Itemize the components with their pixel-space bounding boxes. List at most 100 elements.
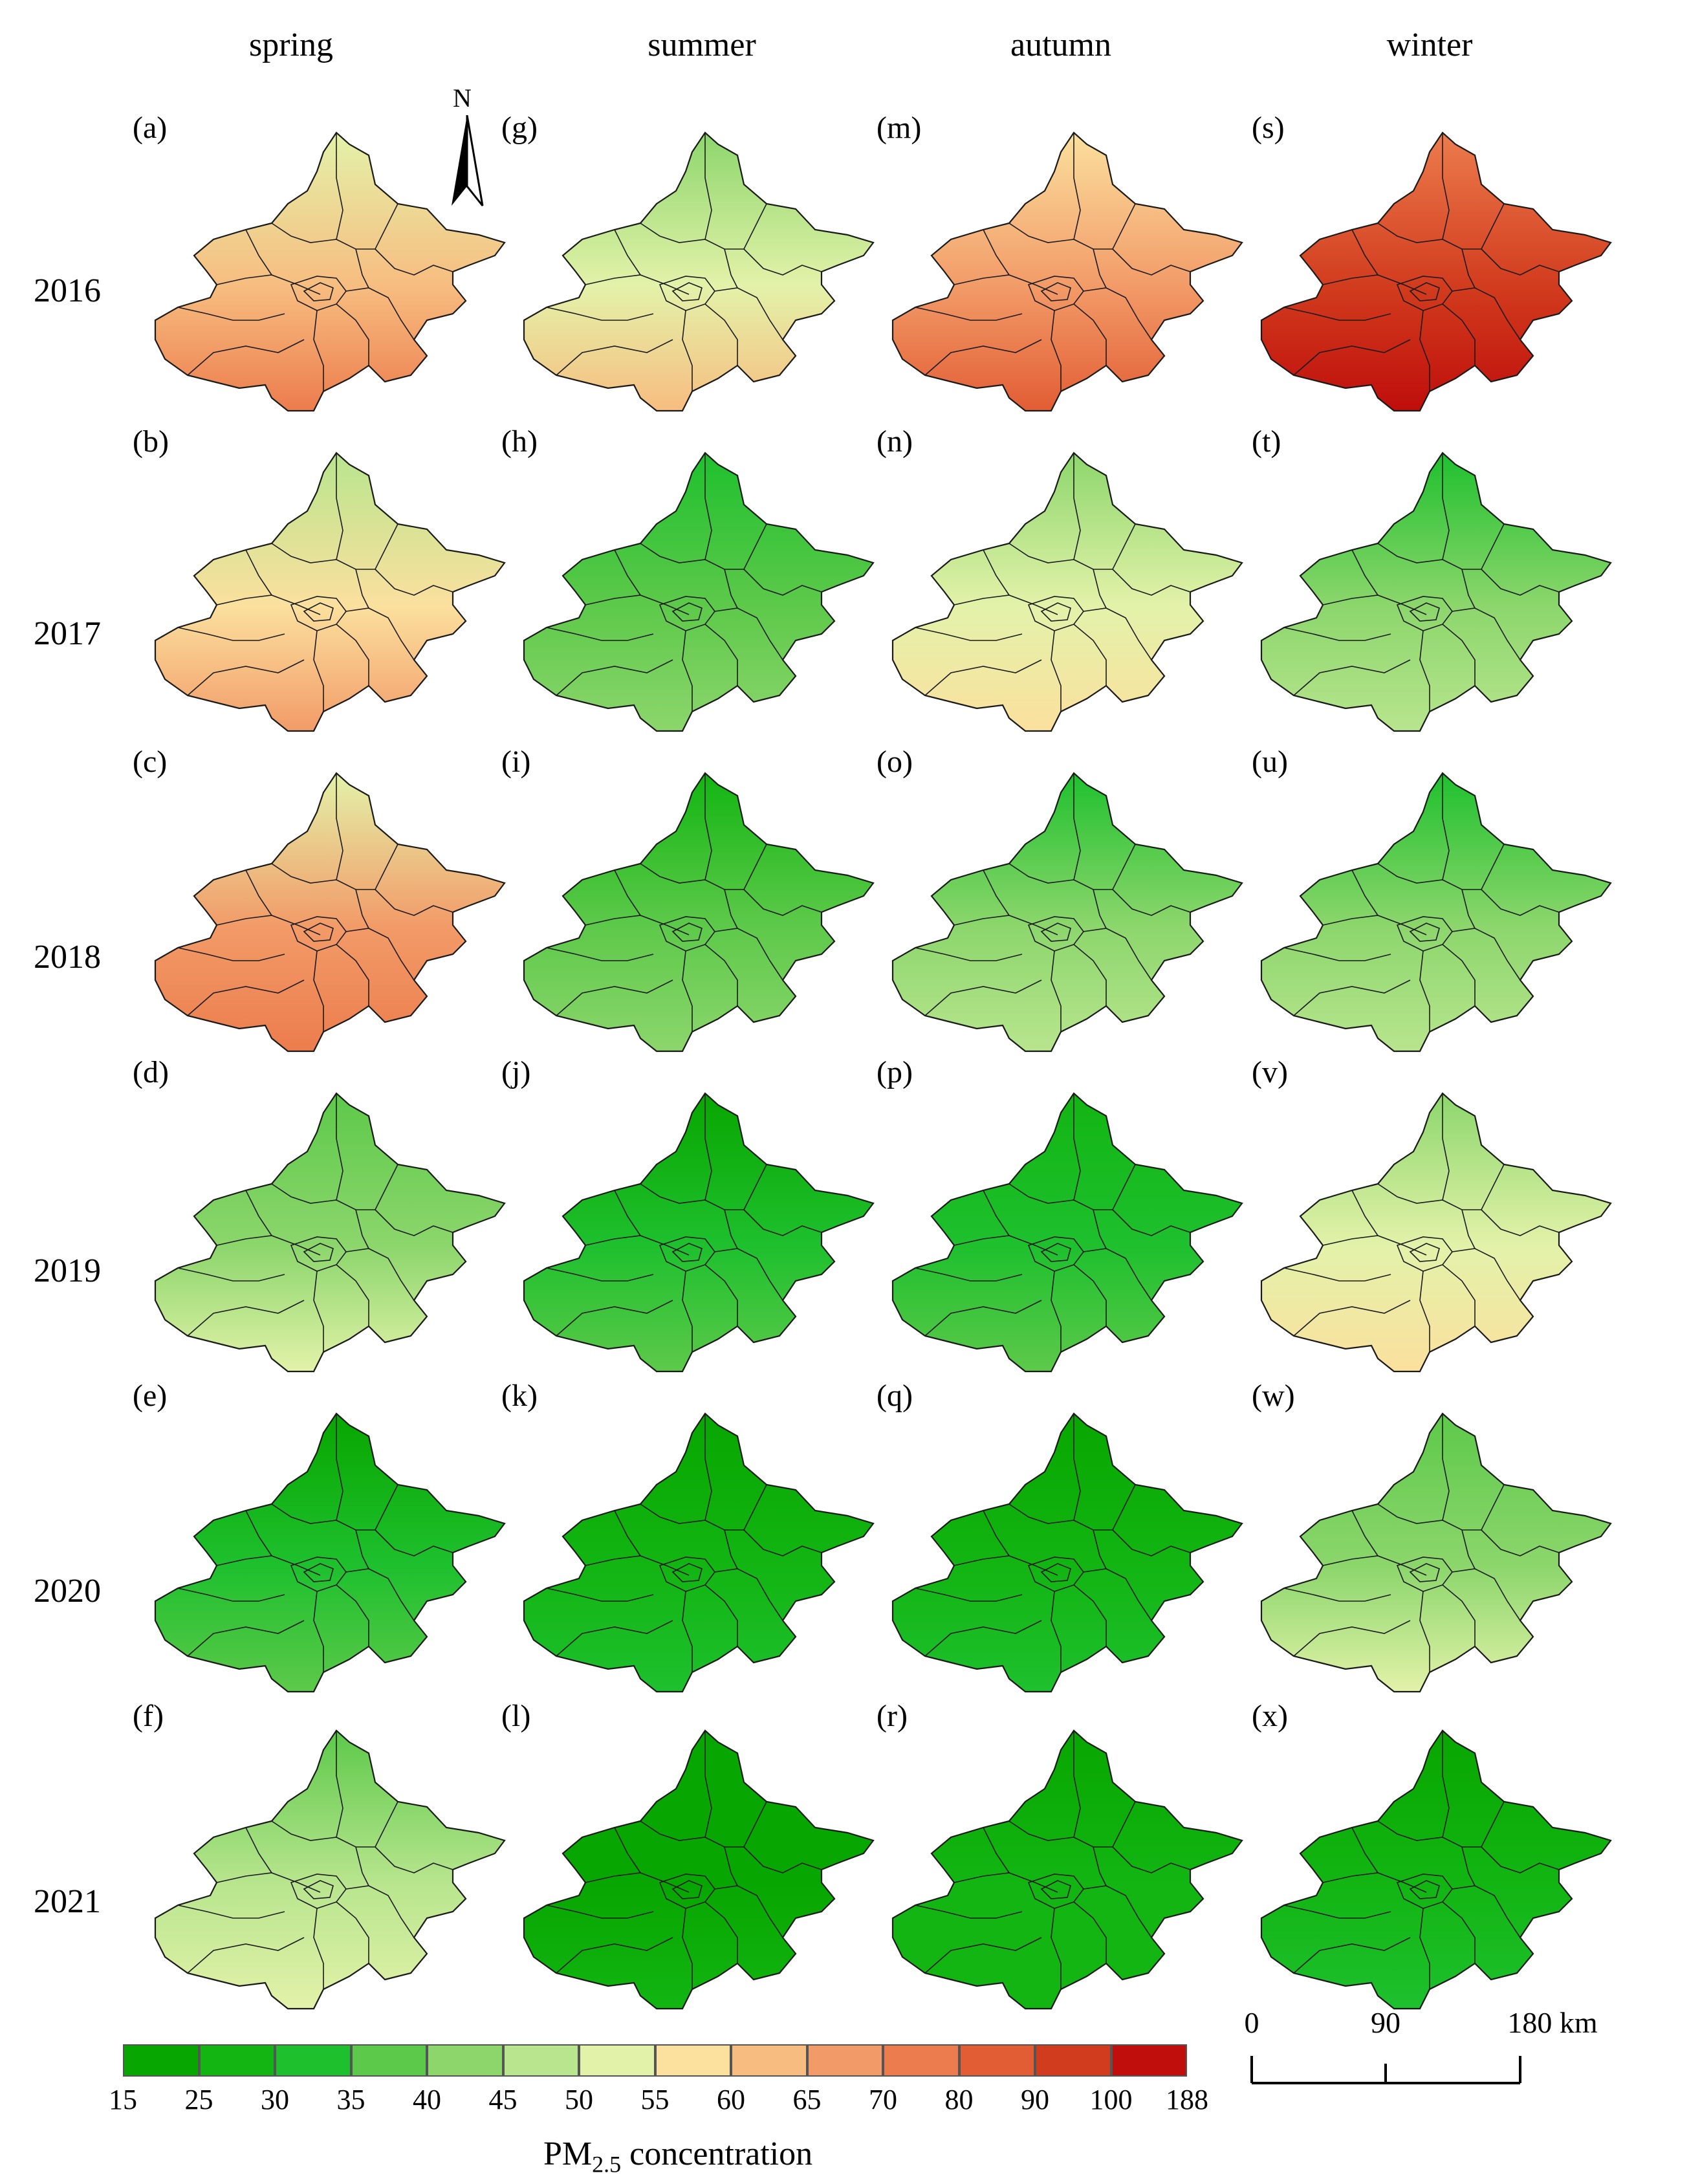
district-boundary [1396,916,1453,952]
district-boundary [1073,1731,1081,1838]
district-boundary [336,133,343,240]
region-outline [1260,1729,1612,2010]
panel-label: (k) [501,1379,538,1413]
panel-label: (j) [501,1055,531,1089]
district-boundary [1351,549,1378,596]
district-boundary [1112,1529,1191,1556]
map-panel-2016-spring [154,131,506,412]
region-outline [154,131,506,412]
district-boundary [1293,979,1411,1016]
district-boundary [915,307,1023,321]
district-boundary [704,1901,738,1963]
district-boundary [1442,453,1450,560]
panel-label: (g) [501,111,538,145]
legend-swatch [123,2044,199,2077]
district-boundary [556,659,673,696]
district-boundary [1481,569,1560,596]
legend-swatch [351,2044,427,2077]
district-boundary [313,310,324,391]
district-boundary [1112,569,1191,596]
district-boundary [983,229,1010,276]
district-boundary [245,229,272,276]
region-outline [523,1729,875,2010]
district-boundary [659,916,715,952]
district-boundary [336,624,369,686]
district-boundary [345,1248,415,1301]
district-boundary [724,1209,738,1249]
year-label-2020: 2020 [34,1573,101,1610]
district-boundary [336,1901,369,1963]
legend-tick-label: 50 [565,2084,593,2115]
district-boundary [177,1905,285,1919]
north-arrow-icon [452,115,484,206]
district-boundary [177,1267,285,1282]
scale-bar [1250,2056,1521,2084]
district-boundary [303,923,334,942]
district-boundary [1409,602,1440,622]
district-boundary [682,310,693,391]
district-boundary [1442,1414,1450,1521]
panel-label: (a) [133,111,168,145]
legend-swatch [1035,2044,1111,2077]
district-boundary [1396,276,1453,311]
map-panel-2016-autumn [891,131,1243,412]
district-boundary [375,248,453,276]
panel-label: (n) [877,424,913,459]
district-boundary [1452,1248,1521,1301]
district-boundary [1051,1908,1062,1989]
panel-label: (h) [501,424,538,459]
map-panel-2017-autumn [891,452,1243,732]
district-boundary [983,549,1010,596]
district-boundary [546,1905,654,1919]
panel-label: (p) [877,1055,913,1089]
district-boundary [187,979,305,1016]
district-boundary [375,889,453,916]
district-boundary [1051,630,1062,712]
district-boundary [614,229,641,276]
district-boundary [659,596,715,631]
district-boundary [187,1300,305,1337]
district-boundary [345,928,415,981]
region-outline [1260,452,1612,732]
panel-label: (i) [501,745,531,779]
district-boundary [177,947,285,961]
district-boundary [1073,1264,1107,1326]
district-boundary [556,339,673,376]
district-boundary [682,950,693,1032]
district-boundary [1452,928,1521,981]
district-boundary [1073,303,1107,366]
district-boundary [1112,889,1191,916]
district-boundary [1481,889,1560,916]
district-boundary [704,624,738,686]
district-boundary [177,627,285,641]
district-boundary [743,1529,822,1556]
district-boundary [187,339,305,376]
district-boundary [546,307,654,321]
district-boundary [1409,282,1440,301]
panel-label: (x) [1252,1699,1288,1733]
region-outline [154,1412,506,1693]
district-boundary [1293,1620,1411,1657]
district-boundary [1073,1414,1081,1521]
district-boundary [336,1584,369,1646]
district-boundary [1283,307,1391,321]
district-boundary [1112,1209,1191,1236]
panel-label: (l) [501,1699,531,1733]
district-boundary [336,1414,343,1521]
map-panel-2019-summer [523,1092,875,1373]
district-boundary [355,889,369,929]
season-header-summer: summer [648,27,756,63]
legend-swatch [275,2044,351,2077]
district-boundary [1409,1243,1440,1262]
map-panel-2020-winter [1260,1412,1612,1693]
district-boundary [743,1209,822,1236]
district-boundary [671,1243,703,1262]
district-boundary [704,944,738,1006]
panel-label: (u) [1252,745,1288,779]
region-outline [891,1729,1243,2010]
district-boundary [1083,287,1152,340]
district-boundary [1409,1563,1440,1582]
legend-swatch [655,2044,731,2077]
district-boundary [245,869,272,916]
district-boundary [290,1873,347,1909]
